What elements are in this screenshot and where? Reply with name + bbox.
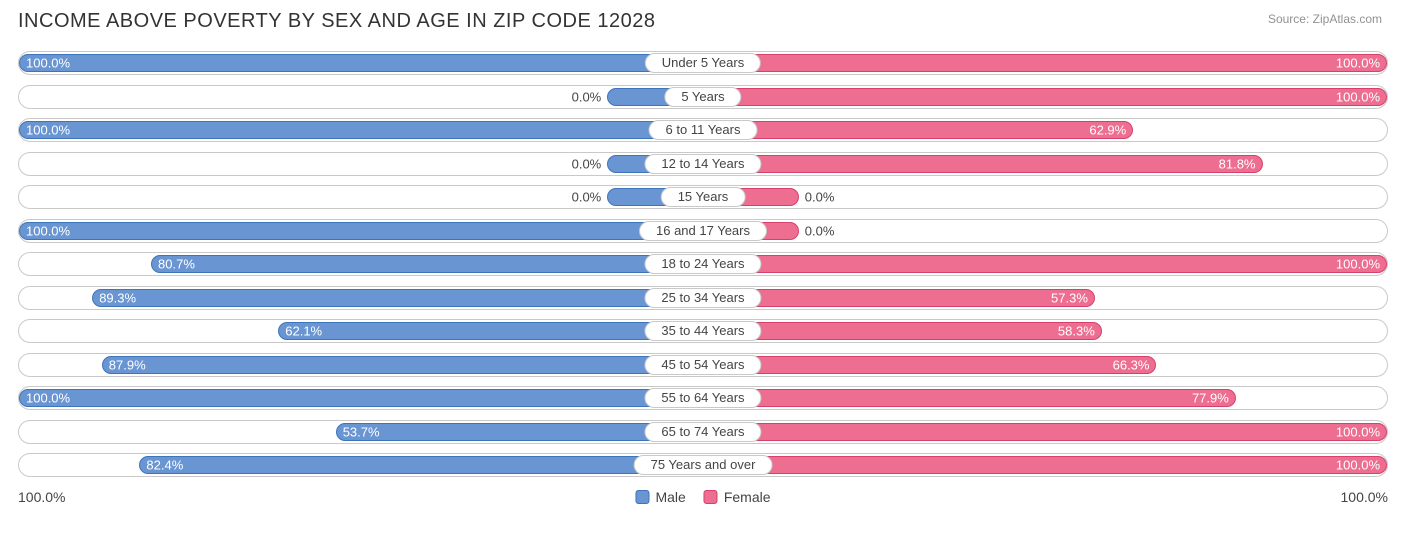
chart-footer: 100.0% Male Female 100.0% bbox=[18, 487, 1388, 507]
axis-max-left: 100.0% bbox=[18, 489, 65, 505]
axis-max-right: 100.0% bbox=[1341, 489, 1388, 505]
bar-female: 100.0% bbox=[703, 54, 1387, 72]
bar-row: 89.3% 57.3% 25 to 34 Years bbox=[18, 286, 1388, 310]
value-female: 0.0% bbox=[805, 223, 835, 238]
bar-row: 80.7% 100.0% 18 to 24 Years bbox=[18, 252, 1388, 276]
bar-female: 77.9% bbox=[703, 389, 1236, 407]
bar-row: 62.1% 58.3% 35 to 44 Years bbox=[18, 319, 1388, 343]
bar-female: 100.0% bbox=[703, 423, 1387, 441]
value-male: 82.4% bbox=[146, 458, 183, 473]
bar-male: 87.9% bbox=[102, 356, 703, 374]
value-female: 58.3% bbox=[1058, 324, 1095, 339]
category-label: 75 Years and over bbox=[634, 455, 773, 475]
swatch-female bbox=[704, 490, 718, 504]
category-label: Under 5 Years bbox=[645, 53, 761, 73]
bar-row: 100.0% 62.9% 6 to 11 Years bbox=[18, 118, 1388, 142]
bar-female: 100.0% bbox=[703, 255, 1387, 273]
category-label: 25 to 34 Years bbox=[644, 288, 761, 308]
bar-male: 100.0% bbox=[19, 54, 703, 72]
value-male: 100.0% bbox=[26, 123, 70, 138]
value-male: 0.0% bbox=[572, 156, 602, 171]
chart-title: INCOME ABOVE POVERTY BY SEX AND AGE IN Z… bbox=[18, 10, 1388, 33]
bar-row: 53.7% 100.0% 65 to 74 Years bbox=[18, 420, 1388, 444]
legend-label-male: Male bbox=[655, 489, 685, 505]
legend-item-female: Female bbox=[704, 489, 771, 505]
value-female: 100.0% bbox=[1336, 56, 1380, 71]
bar-row: 100.0% 77.9% 55 to 64 Years bbox=[18, 386, 1388, 410]
bar-female: 66.3% bbox=[703, 356, 1156, 374]
bar-row: 100.0% 0.0% 16 and 17 Years bbox=[18, 219, 1388, 243]
bar-row: 0.0% 100.0% 5 Years bbox=[18, 85, 1388, 109]
legend-item-male: Male bbox=[635, 489, 685, 505]
value-female: 57.3% bbox=[1051, 290, 1088, 305]
value-male: 0.0% bbox=[572, 190, 602, 205]
bar-row: 100.0% 100.0% Under 5 Years bbox=[18, 51, 1388, 75]
bar-row: 87.9% 66.3% 45 to 54 Years bbox=[18, 353, 1388, 377]
value-male: 87.9% bbox=[109, 357, 146, 372]
bar-male: 100.0% bbox=[19, 389, 703, 407]
value-male: 0.0% bbox=[572, 89, 602, 104]
bar-female: 58.3% bbox=[703, 322, 1102, 340]
chart-rows: 100.0% 100.0% Under 5 Years 0.0% 100.0% 5 Yea… bbox=[18, 51, 1388, 477]
swatch-male bbox=[635, 490, 649, 504]
value-female: 66.3% bbox=[1113, 357, 1150, 372]
category-label: 45 to 54 Years bbox=[644, 355, 761, 375]
source-attribution: Source: ZipAtlas.com bbox=[1268, 12, 1382, 26]
value-male: 62.1% bbox=[285, 324, 322, 339]
bar-female: 100.0% bbox=[703, 88, 1387, 106]
value-female: 100.0% bbox=[1336, 458, 1380, 473]
value-female: 77.9% bbox=[1192, 391, 1229, 406]
category-label: 35 to 44 Years bbox=[644, 321, 761, 341]
bar-male: 89.3% bbox=[92, 289, 703, 307]
category-label: 5 Years bbox=[664, 87, 741, 107]
category-label: 12 to 14 Years bbox=[644, 154, 761, 174]
category-label: 6 to 11 Years bbox=[649, 120, 758, 140]
value-male: 100.0% bbox=[26, 223, 70, 238]
bar-female: 100.0% bbox=[703, 456, 1387, 474]
category-label: 18 to 24 Years bbox=[644, 254, 761, 274]
value-female: 62.9% bbox=[1089, 123, 1126, 138]
bar-female: 81.8% bbox=[703, 155, 1263, 173]
value-male: 53.7% bbox=[343, 424, 380, 439]
bar-male: 100.0% bbox=[19, 121, 703, 139]
chart-container: INCOME ABOVE POVERTY BY SEX AND AGE IN Z… bbox=[0, 0, 1406, 515]
legend-label-female: Female bbox=[724, 489, 771, 505]
value-male: 100.0% bbox=[26, 56, 70, 71]
value-female: 100.0% bbox=[1336, 89, 1380, 104]
value-female: 0.0% bbox=[805, 190, 835, 205]
bar-row: 0.0% 0.0% 15 Years bbox=[18, 185, 1388, 209]
value-male: 100.0% bbox=[26, 391, 70, 406]
category-label: 16 and 17 Years bbox=[639, 221, 767, 241]
category-label: 65 to 74 Years bbox=[644, 422, 761, 442]
bar-male: 82.4% bbox=[139, 456, 703, 474]
category-label: 55 to 64 Years bbox=[644, 388, 761, 408]
bar-male: 62.1% bbox=[278, 322, 703, 340]
bar-female: 57.3% bbox=[703, 289, 1095, 307]
bar-row: 82.4% 100.0% 75 Years and over bbox=[18, 453, 1388, 477]
value-female: 100.0% bbox=[1336, 424, 1380, 439]
bar-female: 62.9% bbox=[703, 121, 1133, 139]
bar-male: 100.0% bbox=[19, 222, 703, 240]
value-male: 89.3% bbox=[99, 290, 136, 305]
legend: Male Female bbox=[635, 489, 770, 505]
value-female: 100.0% bbox=[1336, 257, 1380, 272]
bar-row: 0.0% 81.8% 12 to 14 Years bbox=[18, 152, 1388, 176]
value-male: 80.7% bbox=[158, 257, 195, 272]
bar-male: 80.7% bbox=[151, 255, 703, 273]
category-label: 15 Years bbox=[661, 187, 746, 207]
value-female: 81.8% bbox=[1219, 156, 1256, 171]
